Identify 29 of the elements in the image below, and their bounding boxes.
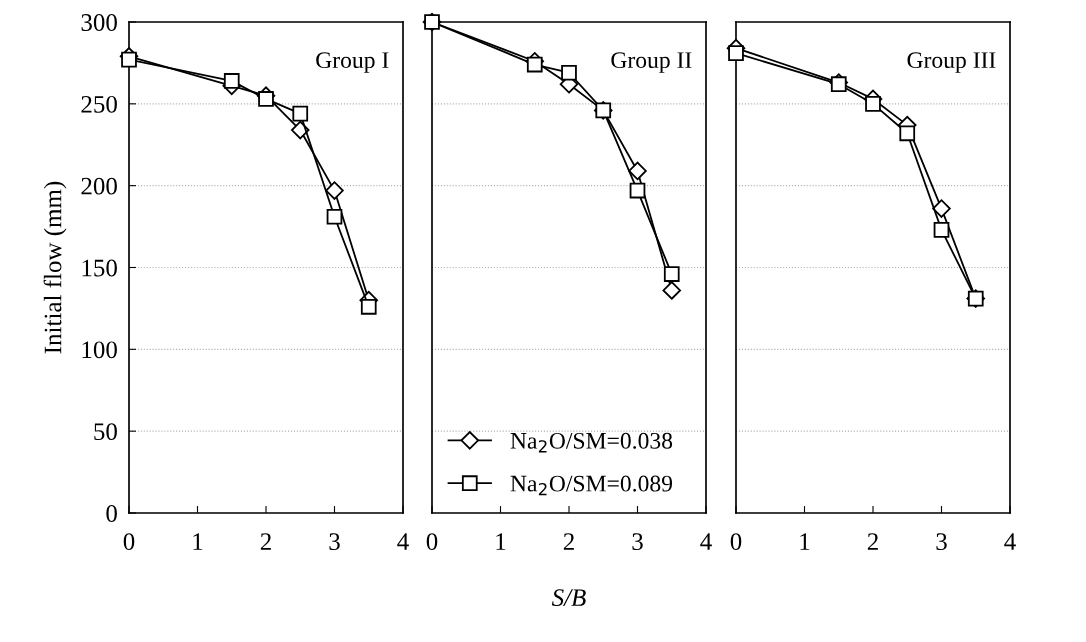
x-tick-label: 1 bbox=[496, 533, 506, 550]
x-tick-label: 2 bbox=[867, 533, 878, 550]
legend-label: Na$_{2}$O/SM=0.038 bbox=[510, 432, 673, 453]
text: Group II bbox=[611, 52, 692, 73]
y-tick-label: 50 bbox=[94, 423, 117, 441]
y-tick-label: 150 bbox=[82, 259, 117, 277]
x-tick-label: 4 bbox=[397, 533, 409, 550]
y-tick-label: 300 bbox=[81, 14, 117, 31]
y-tick-label: 250 bbox=[81, 95, 117, 113]
x-tick-label: 1 bbox=[193, 533, 203, 550]
x-tick-label: 3 bbox=[329, 533, 340, 551]
x-tick-label: 0 bbox=[426, 533, 438, 551]
x-tick-label: 3 bbox=[632, 533, 643, 551]
y-tick-label: 100 bbox=[82, 341, 117, 359]
text: Group III bbox=[907, 52, 996, 73]
x-tick-label: 4 bbox=[1004, 533, 1016, 550]
x-tick-label: 2 bbox=[563, 533, 574, 550]
legend-label: Na$_{2}$O/SM=0.089 bbox=[510, 475, 673, 496]
x-tick-label: 0 bbox=[123, 533, 135, 551]
y-axis-title: Initial flow (mm) bbox=[43, 181, 67, 354]
y-tick-label: 200 bbox=[81, 177, 117, 195]
text: Group I bbox=[316, 52, 389, 73]
y-tick-label: 0 bbox=[106, 505, 117, 522]
x-tick-label: 1 bbox=[800, 533, 810, 550]
x-tick-label: 3 bbox=[936, 533, 947, 551]
x-tick-label: 0 bbox=[730, 533, 742, 551]
x-tick-label: 4 bbox=[700, 533, 712, 550]
x-tick-label: 2 bbox=[260, 533, 271, 550]
x-axis-title: S/B bbox=[551, 589, 586, 607]
